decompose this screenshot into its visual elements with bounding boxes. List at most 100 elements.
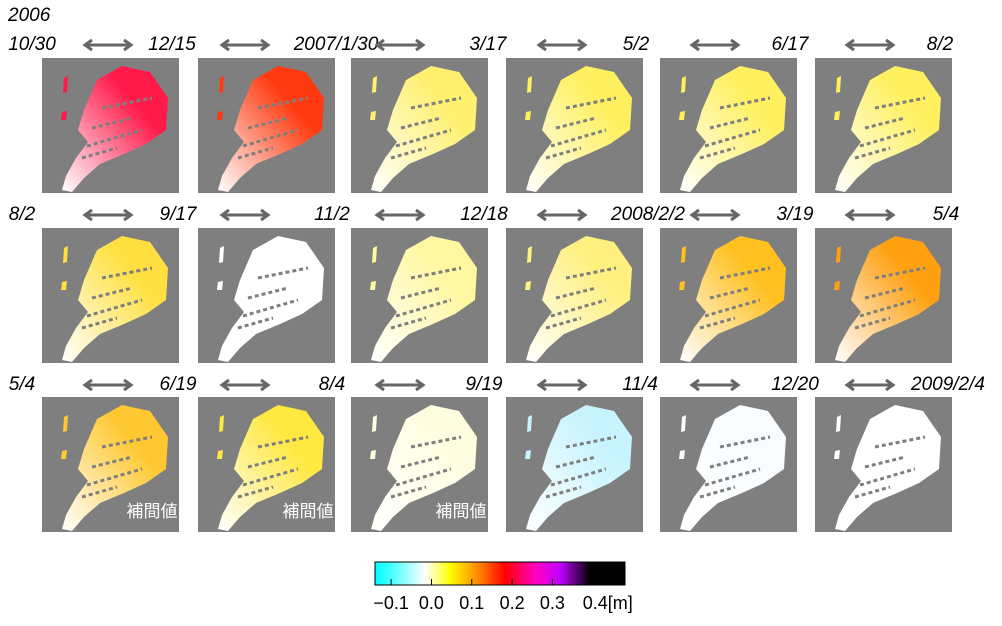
island (371, 236, 477, 362)
islet (679, 246, 686, 290)
island-texture (81, 96, 153, 160)
double-arrow (219, 38, 271, 52)
panel (815, 228, 952, 363)
colorbar-tick-label: 0.4[m] (583, 593, 633, 613)
date-label: 6/19 (160, 374, 197, 395)
double-arrow (82, 38, 134, 52)
islet (61, 246, 68, 290)
island (526, 405, 632, 531)
double-arrow (374, 378, 426, 392)
date-label: 3/19 (777, 204, 814, 225)
date-label: 5/2 (623, 34, 650, 55)
date-label: 2009/2/4 (910, 374, 985, 395)
date-label: 12/15 (148, 34, 196, 55)
island (62, 236, 168, 362)
islet (834, 415, 841, 459)
double-arrow (219, 378, 271, 392)
island-texture (390, 266, 462, 330)
panel (506, 228, 643, 363)
interpolated-note: 補間値 (283, 502, 334, 522)
island (526, 66, 632, 192)
island (680, 405, 786, 531)
double-arrow (82, 208, 134, 222)
double-arrow (82, 378, 134, 392)
islet (370, 415, 377, 459)
islet (525, 246, 532, 290)
island-texture (81, 435, 153, 499)
date-label: 2007/1/30 (293, 34, 379, 55)
islet (217, 246, 224, 290)
date-label: 10/30 (8, 34, 56, 55)
island-texture (854, 435, 926, 499)
island-texture (81, 266, 153, 330)
year-label: 2006 (7, 5, 51, 26)
panel (660, 228, 797, 363)
date-label: 12/18 (460, 204, 508, 225)
panel: 補間値 (198, 397, 335, 532)
island (680, 236, 786, 362)
islet (370, 76, 377, 120)
islet (61, 76, 68, 120)
island-texture (390, 96, 462, 160)
panel (198, 58, 335, 193)
panel (660, 397, 797, 532)
panel (198, 228, 335, 363)
panel (660, 58, 797, 193)
island (680, 66, 786, 192)
colorbar-tick-label: 0.1 (459, 593, 484, 613)
panel: 補間値 (351, 397, 488, 532)
island-texture (237, 266, 309, 330)
island-texture (545, 266, 617, 330)
island-texture (545, 435, 617, 499)
islet (217, 415, 224, 459)
island-texture (854, 266, 926, 330)
island-texture (237, 96, 309, 160)
panel (506, 397, 643, 532)
island (526, 236, 632, 362)
islet (679, 76, 686, 120)
date-label: 8/2 (927, 34, 954, 55)
island (62, 405, 168, 531)
panel (42, 228, 179, 363)
island (62, 66, 168, 192)
panel (42, 58, 179, 193)
colorbar-tick-label: 0.3 (540, 593, 565, 613)
double-arrow (844, 208, 896, 222)
date-label: 8/2 (9, 204, 36, 225)
island (835, 405, 941, 531)
island (218, 405, 324, 531)
date-label: 11/4 (622, 374, 658, 395)
islet (217, 76, 224, 120)
date-label: 2008/2/2 (610, 204, 685, 225)
island (371, 66, 477, 192)
double-arrow (689, 208, 741, 222)
island-texture (237, 435, 309, 499)
island (371, 405, 477, 531)
colorbar-tick-label: 0.2 (500, 593, 525, 613)
date-label: 5/4 (933, 204, 959, 225)
date-label: 11/2 (314, 204, 350, 225)
interpolated-note: 補間値 (436, 502, 487, 522)
double-arrow (844, 38, 896, 52)
islet (61, 415, 68, 459)
date-label: 8/4 (319, 374, 345, 395)
islet (679, 415, 686, 459)
date-label: 12/20 (771, 374, 819, 395)
double-arrow (374, 208, 426, 222)
island-texture (545, 96, 617, 160)
islet (834, 246, 841, 290)
island-texture (699, 266, 771, 330)
double-arrow (374, 38, 426, 52)
double-arrow (844, 378, 896, 392)
double-arrow (536, 38, 588, 52)
panel (351, 58, 488, 193)
panel: 補間値 (42, 397, 179, 532)
panel (815, 58, 952, 193)
islet (834, 76, 841, 120)
date-label: 9/19 (466, 374, 503, 395)
island (835, 66, 941, 192)
colorbar-tick-label: 0.0 (419, 593, 444, 613)
island-texture (854, 96, 926, 160)
date-label: 9/17 (160, 204, 198, 225)
date-label: 5/4 (9, 374, 35, 395)
